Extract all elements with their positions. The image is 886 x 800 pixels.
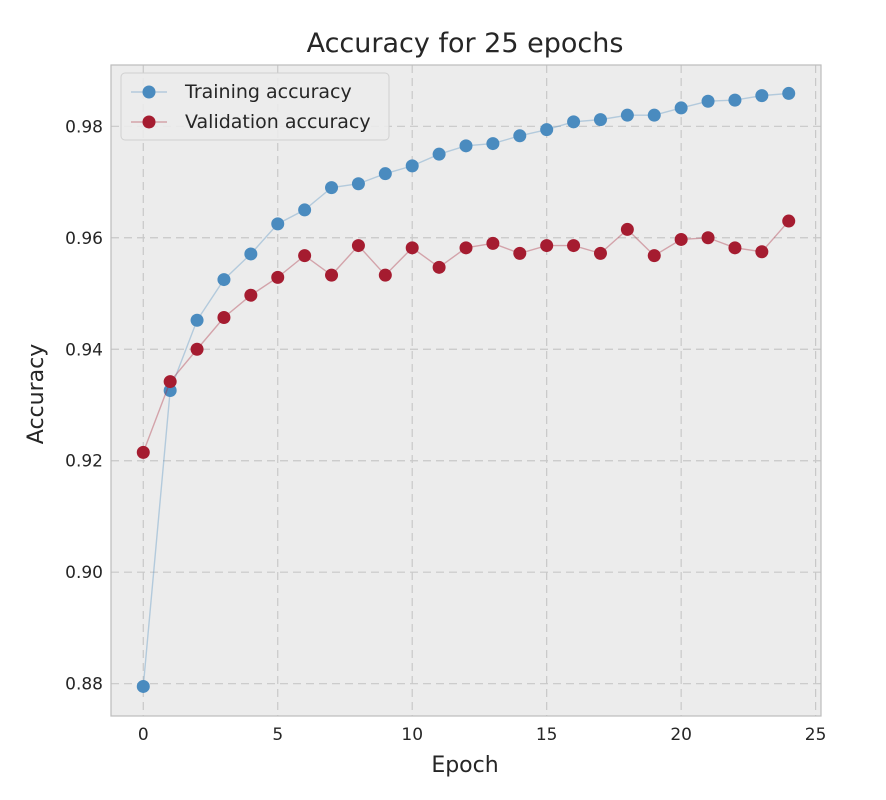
legend-label: Training accuracy bbox=[184, 81, 352, 103]
data-point bbox=[782, 214, 796, 228]
data-point bbox=[298, 249, 312, 263]
y-axis-label: Accuracy bbox=[24, 344, 49, 444]
data-point bbox=[701, 94, 715, 108]
data-point bbox=[567, 239, 581, 253]
data-point bbox=[190, 342, 204, 356]
data-point bbox=[647, 249, 661, 263]
data-point bbox=[540, 123, 554, 137]
y-tick-label: 0.90 bbox=[65, 563, 103, 583]
data-point bbox=[728, 241, 742, 255]
data-point bbox=[674, 101, 688, 115]
x-tick-label: 20 bbox=[670, 725, 692, 745]
data-point bbox=[136, 445, 150, 459]
y-tick-label: 0.94 bbox=[65, 340, 103, 360]
chart-title: Accuracy for 25 epochs bbox=[307, 28, 624, 59]
data-point bbox=[405, 241, 419, 255]
data-point bbox=[459, 139, 473, 153]
data-point bbox=[432, 147, 446, 161]
legend-box bbox=[120, 72, 390, 141]
data-point bbox=[540, 239, 554, 253]
data-point bbox=[755, 245, 769, 259]
data-point bbox=[567, 115, 581, 129]
data-point bbox=[244, 247, 258, 261]
data-point bbox=[593, 246, 607, 260]
y-tick-label: 0.88 bbox=[65, 675, 103, 695]
data-point bbox=[325, 181, 339, 195]
y-tick-label: 0.98 bbox=[65, 117, 103, 137]
plot-frame bbox=[110, 64, 822, 717]
data-point bbox=[163, 384, 177, 397]
tick-labels: 0 5 10 15 20 25 0.88 0.90 0.92 0.94 0.96 0.98 bbox=[65, 117, 826, 745]
grid-lines bbox=[111, 65, 821, 716]
series-layer bbox=[136, 86, 796, 693]
data-point bbox=[701, 231, 715, 245]
data-point bbox=[271, 217, 285, 231]
data-point bbox=[136, 679, 150, 693]
data-point bbox=[217, 273, 231, 287]
x-tick-label: 10 bbox=[401, 725, 423, 745]
data-point bbox=[351, 239, 365, 253]
data-point bbox=[486, 137, 500, 151]
data-point bbox=[593, 113, 607, 127]
data-point bbox=[298, 203, 312, 217]
x-axis-label: Epoch bbox=[431, 753, 498, 778]
data-point bbox=[190, 313, 204, 327]
data-point bbox=[620, 108, 634, 122]
data-point bbox=[513, 129, 527, 143]
data-point bbox=[271, 270, 285, 284]
data-point bbox=[217, 310, 231, 324]
legend-label: Validation accuracy bbox=[185, 111, 371, 133]
data-point bbox=[486, 236, 500, 250]
data-point bbox=[244, 288, 258, 302]
data-point bbox=[674, 232, 688, 246]
data-point bbox=[755, 89, 769, 103]
x-tick-label: 5 bbox=[272, 725, 283, 745]
x-tick-label: 25 bbox=[805, 725, 827, 745]
data-point bbox=[351, 177, 365, 191]
data-point bbox=[163, 375, 177, 389]
legend-marker bbox=[142, 115, 156, 129]
x-tick-label: 15 bbox=[536, 725, 558, 745]
data-point bbox=[378, 268, 392, 282]
legend: Training accuracy Validation accuracy bbox=[120, 72, 390, 141]
data-point bbox=[325, 268, 339, 282]
data-point bbox=[432, 260, 446, 274]
data-point bbox=[782, 86, 796, 100]
data-point bbox=[728, 93, 742, 107]
legend-marker bbox=[142, 85, 156, 99]
data-point bbox=[513, 246, 527, 260]
y-tick-label: 0.96 bbox=[65, 229, 103, 249]
data-point bbox=[620, 222, 634, 236]
data-point bbox=[405, 159, 419, 173]
data-point bbox=[378, 167, 392, 181]
plot-background bbox=[111, 65, 821, 716]
data-point bbox=[647, 108, 661, 122]
x-tick-label: 0 bbox=[138, 725, 149, 745]
y-tick-label: 0.92 bbox=[65, 452, 103, 472]
data-point bbox=[459, 241, 473, 255]
